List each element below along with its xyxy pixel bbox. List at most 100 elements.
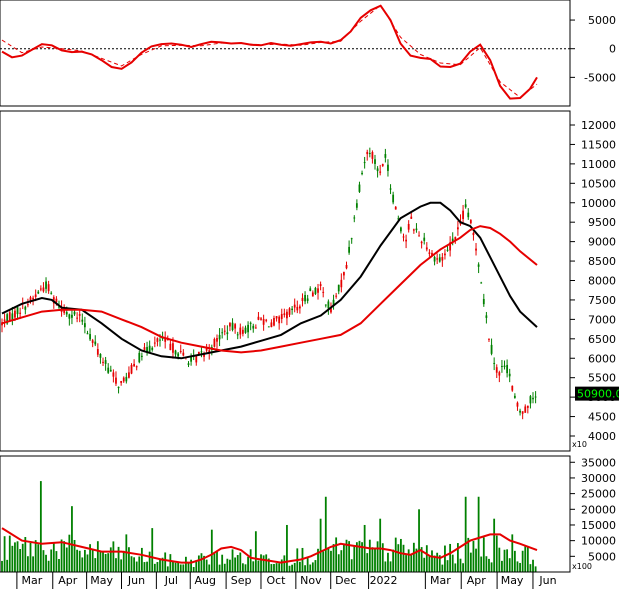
candle-body [200,351,203,353]
volume-bar [472,541,475,572]
volume-tick-label: 35000 [581,456,616,469]
candle-body [353,217,356,219]
candle-body [65,312,68,315]
candle-body [83,323,86,328]
candle-body [120,380,123,383]
volume-bar [52,542,55,572]
candle-body [508,373,511,377]
volume-bar [130,556,133,572]
volume-bar [366,553,369,572]
time-tick-label: Mar [430,574,451,587]
candle-body [208,350,211,354]
price-tick-label: 7500 [588,294,616,307]
candle-body [42,287,45,292]
volume-bar [208,564,211,572]
candle-body [244,327,247,333]
volume-bar [410,554,413,572]
volume-tick-label: 25000 [581,488,616,501]
candle-body [267,326,270,328]
price-tick-label: 11000 [581,158,616,171]
volume-bar [451,554,454,572]
volume-bar [133,557,136,572]
volume-bar [348,541,351,572]
price-candles [1,147,537,420]
candle-body [16,307,19,315]
volume-bar [177,562,180,572]
candle-body [216,338,218,342]
volume-bar [172,561,174,572]
volume-tick-label: 30000 [581,472,616,485]
volume-bar [270,564,273,572]
time-tick-label: 2022 [370,574,398,587]
candle-body [68,314,71,319]
volume-bar [210,529,213,572]
candle-body [296,306,299,311]
volume-bar [78,550,81,572]
volume-bar [524,546,527,572]
candle-body [485,315,488,318]
candle-body [418,235,420,237]
oscillator-series [1,4,538,100]
volume-bar [405,555,407,572]
volume-bar [319,518,322,572]
candle-body [412,229,415,231]
candle-body [298,306,301,309]
volume-bar [454,563,457,572]
volume-bar [244,564,247,572]
candle-body [438,257,441,262]
volume-bar [283,555,286,572]
volume-bar [71,506,73,572]
volume-average-line [1,527,538,564]
volume-bar [50,549,53,572]
volume-bar [190,559,192,572]
candle-body [182,352,185,356]
candle-body [480,282,483,284]
candle-body [534,396,537,398]
volume-bar [353,545,356,572]
candle-body [361,172,363,175]
oscillator-tick-label: 5000 [588,14,616,27]
candle-body [133,363,136,367]
moving-average-black [1,201,538,360]
candle-body [283,313,286,316]
candle-body [234,324,237,329]
candle-body [164,337,167,342]
volume-bar [423,557,426,572]
candle-body [34,294,37,297]
candle-body [402,236,405,238]
candle-body [501,365,503,367]
price-tick-label: 12000 [581,119,616,132]
candle-body [293,304,296,308]
volume-bar [203,555,205,572]
candle-body [415,228,418,231]
volume-bar [151,528,154,572]
volume-bar [343,543,345,572]
volume-tick-label: 20000 [581,503,616,516]
candle-body [76,317,79,319]
candle-body [516,402,519,407]
volume-bar [205,559,208,572]
candle-body [122,377,125,382]
time-tick-label: Aug [194,574,215,587]
volume-bar [200,553,203,572]
volume-bar [420,547,423,572]
candle-body [247,324,249,333]
volume-bar [262,555,265,572]
volume-bar [506,549,509,572]
price-tick-label: 9000 [588,236,616,249]
oscillator-frame [0,0,571,107]
volume-bar [368,539,371,572]
candle-body [166,339,169,341]
candle-body [27,304,29,306]
oscillator-panel: 5000 0 -5000 [0,0,616,107]
candle-body [78,314,81,316]
candle-body [226,332,229,335]
volume-bar [309,564,312,572]
candle-body [495,367,498,373]
price-tick-label: 5500 [588,372,616,385]
candle-body [317,288,319,293]
candle-body [195,355,198,363]
volume-bar [407,549,410,572]
candle-body [39,288,42,290]
candle-body [521,411,524,414]
